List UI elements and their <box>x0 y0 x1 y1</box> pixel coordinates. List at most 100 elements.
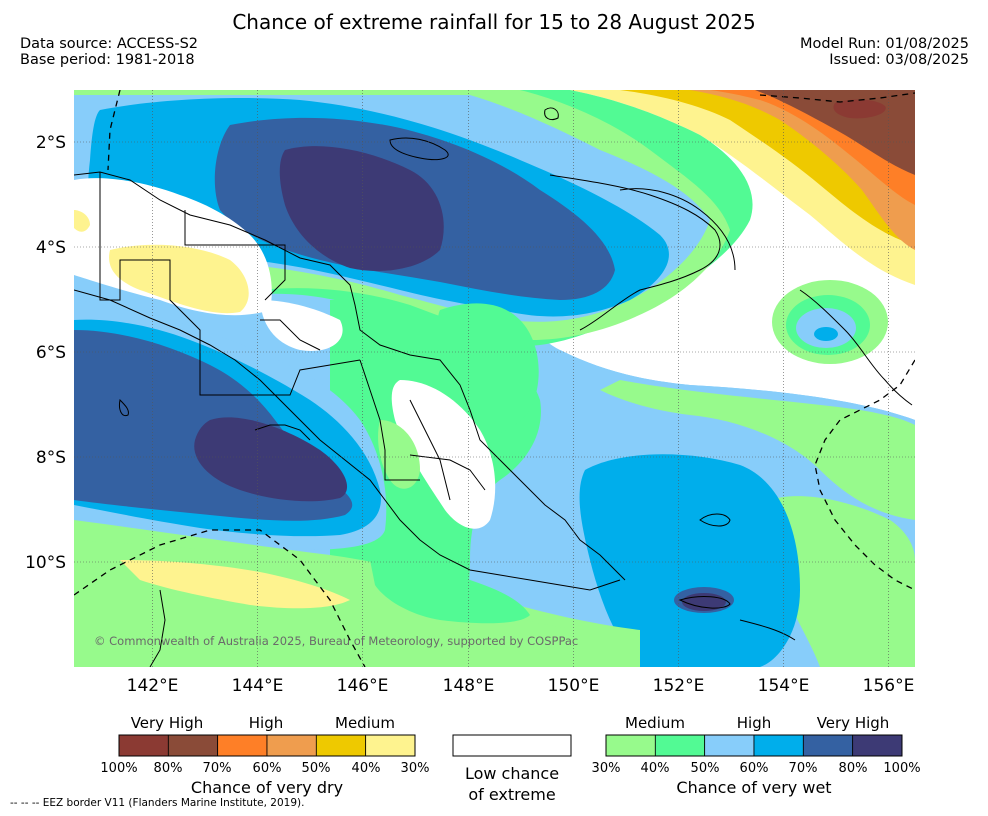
model-run: Model Run: 01/08/2025 <box>799 36 969 52</box>
dry-color-swatch <box>118 734 169 757</box>
island-rossel <box>678 596 731 609</box>
wet-pct-label: 30% <box>592 761 621 776</box>
eez-2 <box>74 529 366 667</box>
border-c2 <box>409 454 486 491</box>
field-central-green2 <box>437 303 539 440</box>
low-chance-swatch <box>452 734 572 757</box>
dry-color-swatch <box>217 734 268 757</box>
eez-border-note: -- -- -- EEZ border V11 (Flanders Marine… <box>10 797 305 809</box>
provincial-borders <box>99 172 486 491</box>
wet-color-swatch <box>802 734 854 757</box>
dry-category-label: High <box>249 714 283 732</box>
border-west <box>99 172 361 396</box>
wet-pct-label: 100% <box>883 761 920 776</box>
border-mid <box>184 210 286 301</box>
field-south-dry <box>120 560 350 609</box>
dry-color-swatch <box>266 734 317 757</box>
coast-new-ireland <box>619 188 736 271</box>
lon-label: 150°E <box>548 676 600 696</box>
dry-pct-label: 100% <box>100 761 137 776</box>
coast-png-north <box>74 171 626 581</box>
wet-pct-label: 60% <box>740 761 769 776</box>
coast-png-south <box>74 289 621 591</box>
dry-color-swatch <box>167 734 219 757</box>
dry-legend-title: Chance of very dry <box>191 778 343 797</box>
lat-label: 8°S <box>36 448 66 468</box>
field-white-c <box>391 380 496 529</box>
issued-date: Issued: 03/08/2025 <box>829 52 969 68</box>
coastlines <box>74 107 913 667</box>
wet-category-label: Very High <box>817 714 890 732</box>
wet-legend: Medium High Very High 30% 40% 50% 60% 70… <box>592 714 921 797</box>
lon-label: 152°E <box>653 676 705 696</box>
field-south-40 <box>370 560 530 624</box>
dry-color-swatch <box>365 734 416 757</box>
border-central <box>359 359 420 481</box>
lon-label: 144°E <box>232 676 284 696</box>
island-woodlark <box>699 513 731 527</box>
lat-label: 6°S <box>36 343 66 363</box>
field-east-green <box>600 380 915 520</box>
dry-pct-label: 80% <box>154 761 183 776</box>
field-dry-w2 <box>109 244 249 314</box>
coast-bougainville <box>799 289 913 406</box>
dry-pct-label: 50% <box>302 761 331 776</box>
dry-pct-label: 60% <box>253 761 282 776</box>
dry-category-label: Medium <box>335 714 395 732</box>
copyright-notice: © Commonwealth of Australia 2025, Bureau… <box>94 634 579 648</box>
wet-color-swatch <box>753 734 804 757</box>
wet-color-bar <box>605 734 903 757</box>
coast-fly <box>254 424 311 441</box>
field-solomon-60 <box>579 454 800 667</box>
field-north-80 <box>279 146 444 271</box>
wet-color-swatch <box>605 734 656 757</box>
island-n1 <box>544 107 559 121</box>
dry-pct-label: 30% <box>401 761 430 776</box>
grid-lines <box>74 90 915 667</box>
field-bougainville-60 <box>814 327 838 341</box>
lon-label: 142°E <box>127 676 179 696</box>
base-period: Base period: 1981-2018 <box>20 52 195 68</box>
eez-3 <box>759 92 915 103</box>
wet-pct-label: 80% <box>839 761 868 776</box>
wet-category-label: High <box>737 714 771 732</box>
island-manus <box>389 137 449 161</box>
wet-pct-label: 50% <box>691 761 720 776</box>
field-white-w2 <box>260 300 343 351</box>
dry-legend: Very High High Medium 100% 80% 70% 60% 5… <box>100 714 429 797</box>
meta-left: Data source: ACCESS-S2 Base period: 1981… <box>20 36 198 68</box>
dry-category-label: Very High <box>131 714 204 732</box>
wet-color-swatch <box>654 734 706 757</box>
lat-label: 4°S <box>36 238 66 258</box>
wet-pct-label: 40% <box>641 761 670 776</box>
wet-legend-title: Chance of very wet <box>676 778 831 797</box>
dry-color-bar <box>118 734 416 757</box>
wet-category-label: Medium <box>625 714 685 732</box>
page-title: Chance of extreme rainfall for 15 to 28 … <box>232 10 756 34</box>
meta-right: Model Run: 01/08/2025 Issued: 03/08/2025 <box>800 36 969 68</box>
field-dry-w1 <box>74 210 90 232</box>
coast-cape-york <box>149 589 166 667</box>
coast-huon <box>409 399 451 501</box>
island-se <box>739 619 796 641</box>
data-source: Data source: ACCESS-S2 <box>20 36 199 52</box>
probability-field <box>74 90 915 667</box>
low-chance-label-2: of extreme <box>468 785 555 804</box>
lon-label: 146°E <box>337 676 389 696</box>
field-dry-80 <box>833 99 886 119</box>
dry-pct-label: 70% <box>203 761 232 776</box>
wet-color-bar-outline <box>605 734 903 757</box>
dry-pct-label: 40% <box>352 761 381 776</box>
lon-label: 156°E <box>863 676 915 696</box>
longitude-axis: 142°E 144°E 146°E 148°E 150°E 152°E 154°… <box>127 676 915 696</box>
low-chance-label-1: Low chance <box>465 764 559 783</box>
lat-label: 2°S <box>36 133 66 153</box>
lon-label: 154°E <box>758 676 810 696</box>
dry-color-bar-outline <box>118 734 416 757</box>
eez-1 <box>107 90 121 171</box>
low-chance-legend: Low chance of extreme <box>452 734 572 804</box>
coast-new-britain <box>549 174 721 331</box>
field-se-green <box>765 496 915 667</box>
lat-label: 10°S <box>25 553 66 573</box>
